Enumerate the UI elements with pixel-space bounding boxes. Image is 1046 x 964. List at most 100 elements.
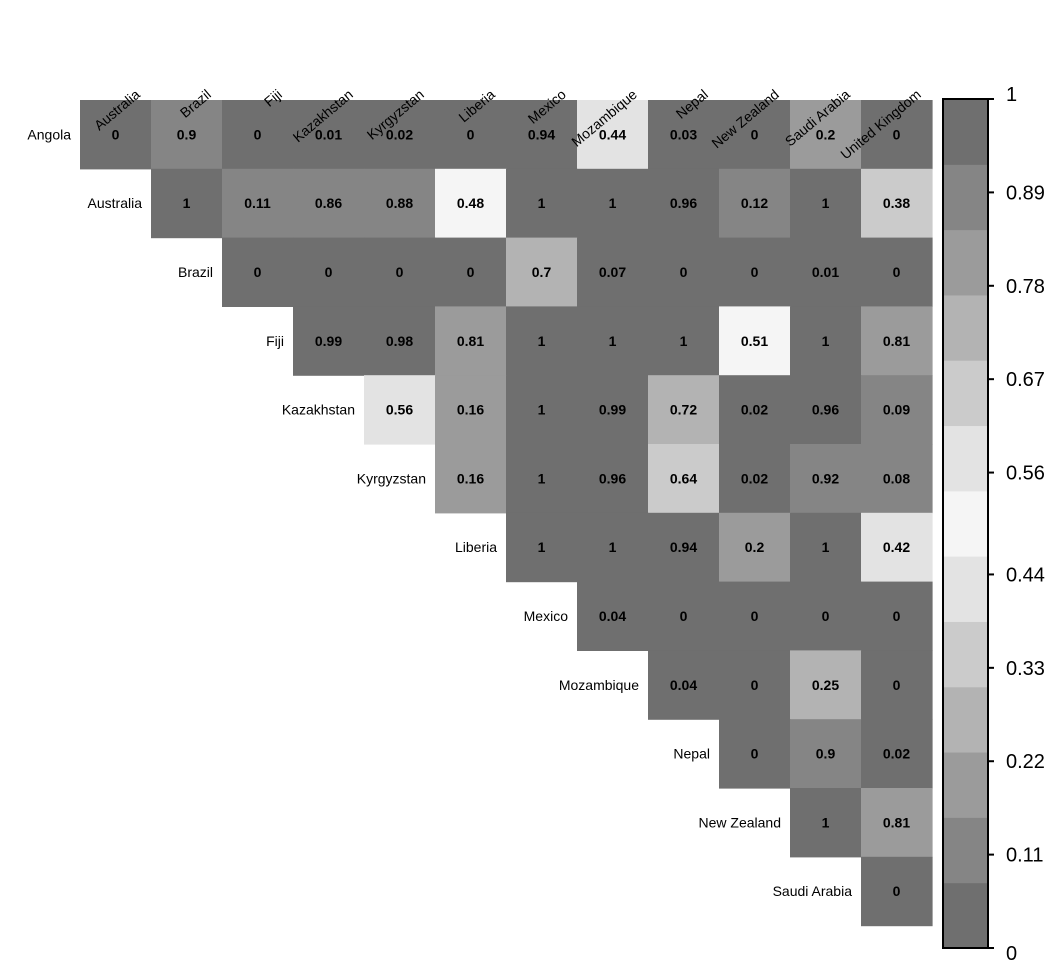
cell-value-3-8: 1 — [680, 333, 688, 349]
cell-value-1-10: 1 — [822, 195, 830, 211]
cell-value-0-3: 0.01 — [315, 126, 342, 142]
cell-value-4-10: 0.96 — [812, 402, 839, 418]
cell-value-1-9: 0.12 — [741, 195, 768, 211]
heatmap-cell-2-2 — [222, 237, 294, 307]
colorbar-band-9 — [943, 294, 988, 361]
colorbar: 1 0.89 0.78 0.67 0.56 0.44 0.33 0.22 0.11 0 — [942, 84, 1045, 964]
cell-value-7-9: 0 — [751, 608, 759, 624]
heatmap-cell-8-11 — [861, 650, 933, 720]
heatmap-cell-3-10 — [790, 306, 862, 376]
cell-value-3-11: 0.81 — [883, 333, 910, 349]
colorbar-tick-label-3: 0.67 — [1006, 369, 1045, 391]
heatmap-cell-3-7 — [577, 306, 649, 376]
heatmap-cell-3-6 — [506, 306, 578, 376]
cell-value-4-8: 0.72 — [670, 402, 697, 418]
heatmap-cell-2-8 — [648, 237, 720, 307]
colorbar-band-7 — [943, 425, 988, 492]
heatmap-cell-0-2 — [222, 100, 294, 170]
heatmap-cell-2-10 — [790, 237, 862, 307]
cell-value-4-7: 0.99 — [599, 402, 626, 418]
heatmap-cell-7-7 — [577, 581, 649, 651]
cell-value-1-5: 0.48 — [457, 195, 484, 211]
cell-value-8-9: 0 — [751, 677, 759, 693]
colorbar-tick-label-6: 0.33 — [1006, 658, 1045, 680]
cell-value-2-11: 0 — [893, 264, 901, 280]
heatmap-cell-3-3 — [293, 306, 365, 376]
heatmap-cell-1-3 — [293, 168, 365, 239]
cell-value-3-10: 1 — [822, 333, 830, 349]
heatmap-cell-1-9 — [719, 168, 791, 239]
heatmap-cell-5-5 — [435, 444, 507, 514]
cell-value-2-6: 0.7 — [532, 264, 552, 280]
cell-value-0-9: 0 — [751, 126, 759, 142]
cell-value-5-6: 1 — [538, 470, 546, 486]
cell-value-3-9: 0.51 — [741, 333, 768, 349]
heatmap-cell-2-9 — [719, 237, 791, 307]
colorbar-band-11 — [943, 164, 988, 231]
cell-value-0-8: 0.03 — [670, 126, 697, 142]
row-label-11: Saudi Arabia — [773, 883, 853, 899]
heatmap-cells: 0 0.9 0 0.01 0.02 0 0.94 0.44 0.03 0 0.2 0 1 0.11 0.86… — [80, 100, 933, 927]
heatmap-cell-2-4 — [364, 237, 436, 307]
heatmap-cell-1-2 — [222, 168, 294, 239]
heatmap-cell-5-9 — [719, 444, 791, 514]
cell-value-4-6: 1 — [538, 402, 546, 418]
cell-value-10-11: 0.81 — [883, 814, 910, 830]
heatmap-cell-0-5 — [435, 100, 507, 170]
heatmap-cell-8-10 — [790, 650, 862, 720]
colorbar-tick-label-8: 0.11 — [1006, 845, 1043, 867]
cell-value-7-10: 0 — [822, 608, 830, 624]
colorbar-band-5 — [943, 556, 988, 622]
cell-value-4-5: 0.16 — [457, 402, 484, 418]
cell-value-1-2: 0.11 — [244, 195, 271, 211]
heatmap-cell-0-4 — [364, 100, 436, 170]
heatmap-cell-4-6 — [506, 375, 578, 445]
heatmap-cell-4-11 — [861, 375, 933, 445]
cell-value-5-11: 0.08 — [883, 470, 910, 486]
cell-value-2-9: 0 — [751, 264, 759, 280]
heatmap-cell-4-7 — [577, 375, 649, 445]
heatmap-cell-6-8 — [648, 512, 720, 583]
cell-value-3-3: 0.99 — [315, 333, 342, 349]
colorbar-band-6 — [943, 490, 988, 557]
cell-value-5-8: 0.64 — [670, 470, 697, 486]
colorbar-band-0 — [943, 882, 988, 949]
cell-value-8-8: 0.04 — [670, 677, 697, 693]
heatmap-cell-4-8 — [648, 375, 720, 445]
cell-value-3-5: 0.81 — [457, 333, 484, 349]
heatmap-cell-0-3 — [293, 100, 365, 170]
heatmap-cell-4-5 — [435, 375, 507, 445]
heatmap-cell-5-6 — [506, 444, 578, 514]
cell-value-0-4: 0.02 — [386, 126, 413, 142]
cell-value-3-6: 1 — [538, 333, 546, 349]
colorbar-tick-label-1: 0.89 — [1006, 182, 1045, 204]
row-label-8: Mozambique — [559, 677, 639, 693]
heatmap-cell-3-11 — [861, 306, 933, 376]
cell-value-6-7: 1 — [609, 539, 617, 555]
cell-value-3-4: 0.98 — [386, 333, 413, 349]
row-label-9: Nepal — [673, 746, 710, 762]
heatmap-cell-1-10 — [790, 168, 862, 239]
cell-value-2-10: 0.01 — [812, 264, 839, 280]
row-label-3: Fiji — [266, 333, 284, 349]
cell-value-0-5: 0 — [467, 126, 475, 142]
row-label-2: Brazil — [178, 264, 213, 280]
cell-value-0-6: 0.94 — [528, 126, 555, 142]
heatmap-cell-0-8 — [648, 100, 720, 170]
cell-value-1-1: 1 — [183, 195, 191, 211]
cell-value-1-4: 0.88 — [386, 195, 413, 211]
cell-value-1-3: 0.86 — [315, 195, 342, 211]
cell-value-7-8: 0 — [680, 608, 688, 624]
cell-value-0-10: 0.2 — [816, 126, 836, 142]
heatmap-cell-5-7 — [577, 444, 649, 514]
colorbar-frame — [942, 98, 989, 949]
heatmap-cell-1-8 — [648, 168, 720, 239]
cell-value-4-9: 0.02 — [741, 402, 768, 418]
heatmap-cell-9-11 — [861, 719, 933, 789]
cell-value-0-1: 0.9 — [177, 126, 197, 142]
cell-value-10-10: 1 — [822, 814, 830, 830]
heatmap-cell-6-6 — [506, 512, 578, 583]
cell-value-2-5: 0 — [467, 264, 475, 280]
cell-value-6-11: 0.42 — [883, 539, 910, 555]
